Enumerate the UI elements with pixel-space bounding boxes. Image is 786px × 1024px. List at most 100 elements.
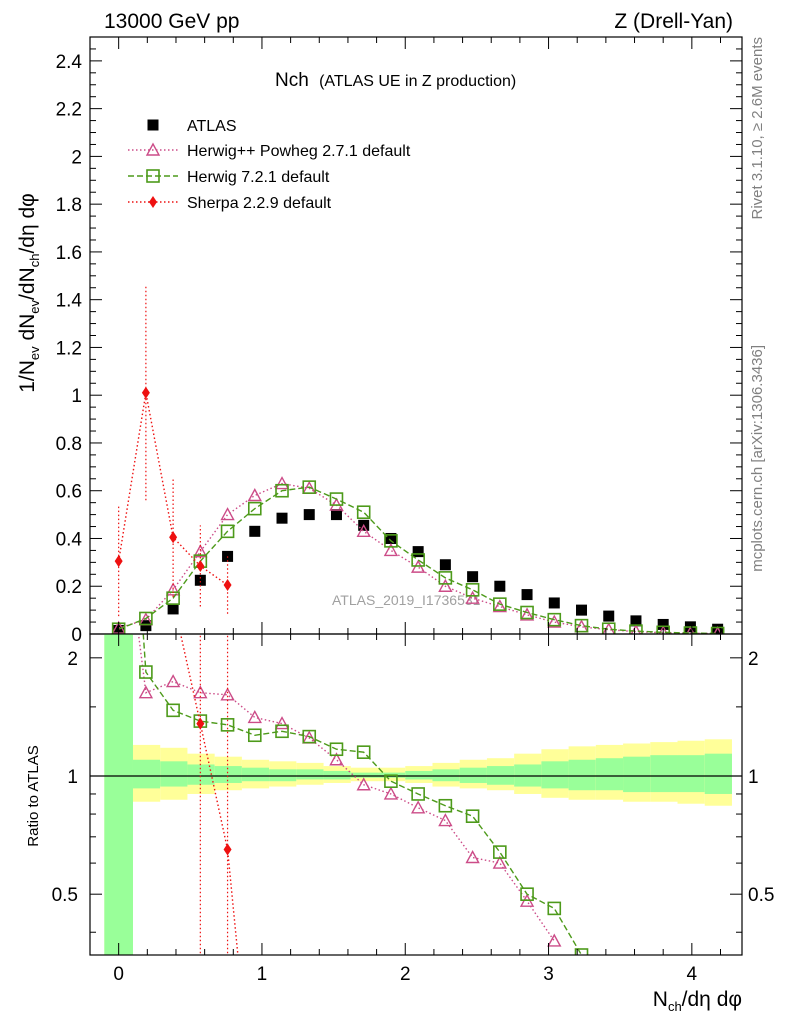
data-point (220, 524, 235, 539)
ratio-point (356, 777, 371, 791)
ratio-series-sherpa-2-2-9-default (179, 634, 239, 955)
band-inner (432, 769, 460, 782)
band-inner (214, 766, 242, 783)
ratio-xlabel: Nch/dη dφ (653, 988, 742, 1014)
data-point (438, 571, 453, 585)
ratio-point (302, 729, 317, 744)
data-point (683, 626, 698, 634)
main-ylabel: 1/Nev dNev/dNch/dη dφ (16, 193, 42, 393)
data-point (196, 559, 205, 572)
y-tick-label: 0.4 (56, 529, 83, 550)
ratio-point (547, 933, 562, 947)
data-point (493, 597, 507, 611)
mcplots-label: mcplots.cern.ch [arXiv:1306.3436] (749, 345, 766, 572)
y-tick-label: 2.2 (56, 100, 82, 121)
data-point (520, 605, 534, 620)
watermark-label: ATLAS_2019_I1736531 (332, 592, 481, 608)
data-point (629, 624, 643, 634)
ratio-y-tick-label-right: 0.5 (748, 885, 774, 906)
header-right-label: Z (Drell-Yan) (614, 10, 733, 33)
data-point (657, 618, 669, 630)
ratio-point (574, 948, 589, 955)
band-inner (459, 767, 487, 783)
y-tick-label: 2 (71, 147, 82, 168)
ratio-point (196, 717, 205, 730)
ratio-point (165, 674, 181, 688)
data-point (167, 603, 179, 615)
ratio-point (411, 787, 425, 801)
data-point (302, 480, 317, 494)
data-point (630, 615, 642, 627)
legend-label: Herwig 7.2.1 default (187, 169, 330, 186)
band-inner (677, 755, 705, 793)
band-inner (595, 758, 624, 791)
ratio-line (137, 634, 555, 942)
band-inner (350, 772, 379, 778)
rivet-label: Rivet 3.1.10, ≥ 2.6M events (749, 37, 766, 220)
data-point (223, 579, 232, 592)
ratio-point (138, 685, 154, 699)
header-left-label: 13000 GeV pp (104, 10, 239, 33)
y-tick-label: 1.4 (56, 291, 83, 312)
legend: ATLAS Herwig++ Powheg 2.7.1 default Herwig… (128, 118, 411, 212)
data-point (492, 599, 508, 613)
main-title-main: Nch (275, 70, 309, 91)
ratio-point (247, 709, 262, 724)
ratio-point (166, 703, 180, 718)
data-point (356, 523, 371, 538)
legend-marker (147, 119, 159, 131)
ratio-point (547, 901, 562, 916)
ratio-point (465, 809, 480, 823)
band-inner (541, 761, 569, 789)
y-tick-label: 0.8 (56, 434, 82, 455)
data-point (385, 532, 397, 544)
data-point (603, 610, 615, 622)
ratio-point (438, 798, 453, 813)
band-inner (269, 769, 297, 782)
legend-marker (146, 169, 160, 183)
data-point (330, 509, 342, 521)
band-inner (187, 764, 215, 785)
band-inner (704, 753, 732, 794)
y-tick-label: 1.6 (56, 243, 82, 264)
data-point (193, 544, 208, 558)
band-inner (104, 634, 133, 955)
y-tick-label: 2.4 (56, 52, 83, 73)
legend-marker (149, 196, 157, 208)
legend-marker (145, 142, 161, 156)
series-herwig-powheg-2-7-1-default (111, 476, 722, 634)
data-point (574, 618, 589, 633)
ratio-frame (89, 633, 743, 956)
data-point (274, 476, 290, 490)
ratio-panel-axes: 0.5 0.5 1 1 2 2 0 1 2 3 4 (52, 633, 774, 985)
ratio-y-tick-label-left: 0.5 (52, 885, 78, 906)
ratio-point (383, 786, 399, 800)
ratio-panel-band (90, 634, 742, 955)
ratio-point (384, 774, 398, 789)
ratio-ylabel: Ratio to ATLAS (25, 745, 42, 846)
legend-item-herwig-powheg-2-7-1-default: Herwig++ Powheg 2.7.1 default (128, 142, 411, 160)
ratio-point (139, 665, 153, 679)
main-title-sub: (ATLAS UE in Z production) (319, 73, 516, 90)
ratio-point (223, 843, 232, 856)
band-inner (296, 769, 324, 780)
y-tick-label: 1 (71, 386, 82, 407)
data-point (383, 542, 399, 557)
ratio-y-tick-label-right: 2 (748, 649, 759, 670)
legend-label: Sherpa 2.2.9 default (187, 195, 332, 212)
data-point (576, 604, 588, 616)
ratio-y-tick-label-left: 2 (67, 649, 78, 670)
series-sherpa-2-2-9-default (114, 285, 232, 617)
band-inner (241, 767, 270, 782)
ratio-point (356, 745, 371, 759)
ratio-point (520, 887, 534, 901)
data-point (521, 589, 533, 601)
ratio-point (247, 728, 262, 743)
band-inner (623, 756, 651, 793)
ratio-point (492, 855, 508, 869)
legend-label: Herwig++ Powheg 2.7.1 default (187, 143, 411, 160)
data-point (465, 590, 480, 604)
data-point (384, 534, 398, 548)
band-inner (132, 759, 161, 789)
ratio-point (274, 716, 290, 730)
